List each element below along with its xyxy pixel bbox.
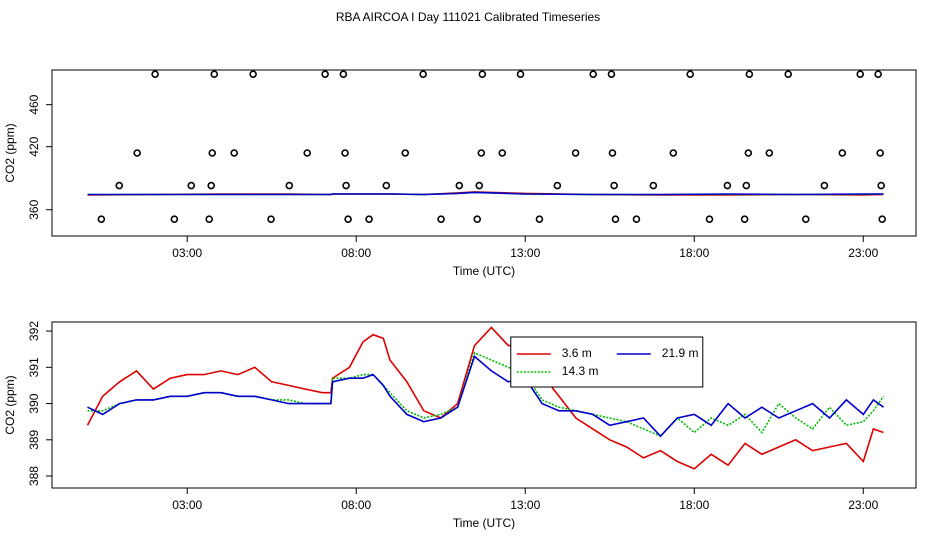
data-point <box>230 149 238 157</box>
data-point <box>705 215 714 223</box>
data-line <box>86 326 884 470</box>
x-tick-label: 23:00 <box>848 246 878 260</box>
data-point <box>516 70 525 79</box>
y-tick-label: 390 <box>27 393 41 413</box>
data-point <box>820 181 829 190</box>
data-point <box>303 149 312 157</box>
data-point <box>838 149 847 157</box>
x-axis-label: Time (UTC) <box>453 516 515 530</box>
data-point <box>285 181 294 190</box>
data-point <box>339 70 348 79</box>
y-tick-label: 391 <box>27 357 41 377</box>
data-point <box>610 181 618 190</box>
data-point <box>208 149 217 157</box>
legend-label: 3.6 m <box>562 346 592 360</box>
data-point <box>115 181 124 190</box>
data-point <box>742 181 751 190</box>
data-point <box>133 149 141 157</box>
data-point <box>437 215 445 223</box>
plot-frame <box>51 321 917 489</box>
data-point <box>187 181 196 190</box>
data-point <box>878 215 886 223</box>
data-point <box>321 70 329 79</box>
data-point <box>740 215 749 223</box>
x-tick-label: 13:00 <box>510 498 540 512</box>
data-point <box>207 181 216 190</box>
data-line <box>87 191 884 196</box>
x-tick-label: 08:00 <box>341 498 371 512</box>
data-point <box>608 149 617 157</box>
data-point <box>571 149 580 157</box>
legend-label: 21.9 m <box>662 346 699 360</box>
y-tick-label: 389 <box>27 429 41 449</box>
data-point <box>341 149 349 157</box>
data-point <box>607 70 616 79</box>
x-tick-label: 23:00 <box>848 498 878 512</box>
data-point <box>745 70 754 79</box>
x-tick-label: 13:00 <box>510 246 540 260</box>
data-point <box>170 215 179 223</box>
data-point <box>765 149 774 157</box>
y-tick-label: 420 <box>27 136 41 156</box>
data-point <box>856 70 865 79</box>
data-point <box>649 181 658 190</box>
data-point <box>382 181 391 190</box>
x-tick-label: 03:00 <box>172 498 202 512</box>
data-point <box>365 215 373 223</box>
data-point <box>478 70 487 79</box>
data-point <box>589 70 597 79</box>
y-axis-label: CO2 (ppm) <box>3 123 17 182</box>
data-point <box>210 70 219 79</box>
data-point <box>97 215 106 223</box>
data-point <box>344 215 352 223</box>
x-tick-label: 08:00 <box>341 246 371 260</box>
x-axis-label: Time (UTC) <box>453 264 515 278</box>
data-point <box>455 181 464 190</box>
data-point <box>477 149 486 157</box>
data-point <box>419 70 427 79</box>
data-point <box>473 215 482 223</box>
data-point <box>342 181 350 190</box>
data-point <box>267 215 275 223</box>
data-point <box>802 215 810 223</box>
plot-frame <box>51 69 917 237</box>
data-point <box>877 181 885 190</box>
y-tick-label: 392 <box>27 321 41 341</box>
data-point <box>686 70 694 79</box>
y-tick-label: 388 <box>27 466 41 486</box>
page-title: RBA AIRCOA I Day 111021 Calibrated Times… <box>336 10 600 24</box>
y-tick-label: 460 <box>27 94 41 114</box>
data-line <box>87 355 884 438</box>
data-point <box>401 149 410 157</box>
data-point <box>611 215 620 223</box>
data-point <box>632 215 641 223</box>
data-point <box>874 70 882 79</box>
data-point <box>535 215 544 223</box>
y-tick-label: 360 <box>27 199 41 219</box>
data-point <box>151 70 159 79</box>
data-point <box>723 181 732 190</box>
data-point <box>498 149 507 157</box>
y-axis-label: CO2 (ppm) <box>3 375 17 434</box>
legend-box <box>510 336 704 388</box>
x-tick-label: 18:00 <box>679 246 709 260</box>
data-point <box>784 70 793 79</box>
x-tick-label: 18:00 <box>679 498 709 512</box>
data-point <box>669 149 678 157</box>
data-point <box>475 181 484 190</box>
data-point <box>249 70 257 79</box>
data-point <box>553 181 562 190</box>
data-point <box>205 215 213 223</box>
data-point <box>876 149 884 157</box>
legend-label: 14.3 m <box>562 364 599 378</box>
x-tick-label: 03:00 <box>172 246 202 260</box>
data-point <box>744 149 753 157</box>
